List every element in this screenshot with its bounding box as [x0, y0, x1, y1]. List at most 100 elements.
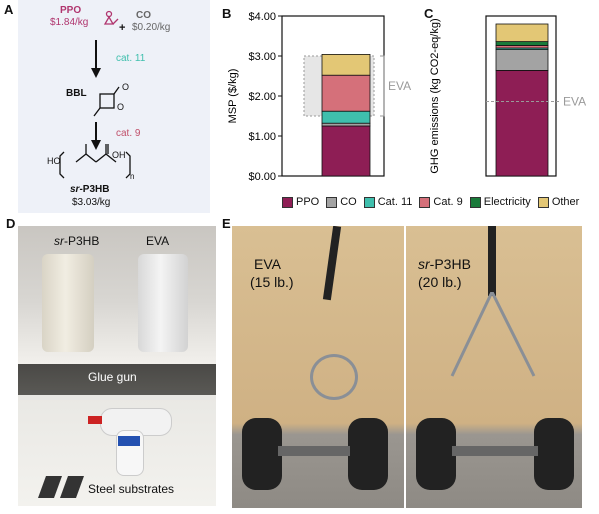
epoxide-structure: [103, 10, 119, 25]
eva-glue-stick: [138, 254, 188, 352]
ghg-chart: GHG emissions (kg CO2-eq/kg) EVA: [429, 15, 586, 177]
eva-weight-label: (15 lb.): [250, 274, 294, 290]
oh-label: OH: [112, 150, 126, 160]
panel-letter-d: D: [6, 216, 16, 231]
y-tick-label-b: $4.00: [248, 11, 276, 23]
p3hb-test-label-suffix: -P3HB: [429, 256, 471, 272]
bar-segment-electricity: [495, 41, 549, 46]
panel-letter-c: C: [424, 6, 434, 21]
legend-label: CO: [340, 196, 357, 208]
p3hb-photo-label: sr-P3HB: [54, 234, 99, 248]
weight-plate-left-2: [348, 418, 388, 490]
p3hb-test-label-prefix: sr: [418, 256, 430, 272]
bar-segment-other: [495, 23, 549, 43]
dumbbell-bar-left: [278, 446, 350, 456]
legend-item-ppo: PPO: [282, 196, 319, 208]
bar-segment-cat-9: [321, 74, 371, 112]
ppo-label: PPO: [60, 5, 82, 16]
steel-substrate-2: [59, 476, 85, 498]
bar-segment-other: [321, 54, 371, 76]
weight-plate-right-1: [416, 418, 456, 490]
bbl-structure: [93, 86, 120, 117]
photo-d-bottom: Glue gun Steel substrates: [18, 364, 216, 506]
bar-segment-ppo: [321, 125, 371, 177]
scheme-drawing: O O: [59, 10, 131, 179]
weight-plate-left-1: [242, 418, 282, 490]
steel-substrate-loop-left: [310, 354, 358, 400]
bar-segment-cat-11: [321, 110, 371, 124]
legend-item-co: CO: [326, 196, 357, 208]
eva-label-c: EVA: [563, 94, 586, 108]
legend-label: Cat. 11: [377, 196, 413, 208]
p3hb-test-label: sr-P3HB: [418, 256, 471, 272]
clamp-right: [488, 226, 496, 296]
legend-label: Cat. 9: [433, 196, 463, 208]
clamp-left: [322, 226, 342, 301]
legend-label: Electricity: [483, 196, 531, 208]
msp-chart: $0.00 $1.00 $2.00 $3.00 $4.00 MSP ($/kg) EVA: [227, 11, 411, 183]
cat11-label: cat. 11: [116, 53, 146, 64]
bbl-oxygen-ring: O: [117, 102, 124, 112]
glue-gun-nozzle: [88, 416, 102, 424]
y-tick-label-b: $1.00: [248, 131, 276, 143]
eva-label-b: EVA: [388, 79, 411, 93]
repeat-subscript: n: [130, 172, 135, 181]
bbl-oxygen-carbonyl: O: [122, 82, 129, 92]
eva-test-label: EVA: [254, 256, 281, 272]
p3hb-photo-label-prefix: sr: [54, 234, 64, 248]
eva-photo-label: EVA: [146, 234, 170, 248]
legend-item-cat-11: Cat. 11: [363, 196, 413, 208]
p3hb-weight-label: (20 lb.): [418, 274, 462, 290]
p3hb-glue-stick: [42, 254, 94, 352]
bar-segment-co: [495, 49, 549, 71]
glue-gun-label: Glue gun: [88, 370, 137, 384]
weight-plate-right-2: [534, 418, 574, 490]
product-label-suffix: -P3HB: [79, 184, 110, 195]
y-tick-label-b: $0.00: [248, 171, 276, 183]
steel-substrate-v-right: [450, 292, 536, 377]
photo-e-right: sr-P3HB (20 lb.): [406, 226, 582, 508]
ppo-price: $1.84/kg: [50, 17, 89, 28]
photo-e-left: EVA (15 lb.): [232, 226, 404, 508]
legend-swatch: [326, 196, 338, 208]
chart-legend: PPO CO Cat. 11 Cat. 9 Electricity Other: [282, 196, 579, 208]
panel-letter-e: E: [222, 216, 231, 231]
y-tick-label-b: $2.00: [248, 91, 276, 103]
legend-swatch: [282, 196, 293, 208]
legend-label: PPO: [296, 196, 320, 208]
photo-d-top: sr-P3HB EVA: [18, 226, 216, 364]
bar-segment-ppo: [495, 70, 549, 177]
legend-swatch: [363, 196, 375, 208]
legend-item-electricity: Electricity: [469, 196, 531, 208]
legend-label: Other: [551, 196, 580, 208]
ho-label: HO: [47, 156, 61, 166]
bar-segment-co: [321, 122, 371, 127]
arrowhead-1: [91, 68, 101, 78]
steel-substrate-1: [37, 476, 63, 498]
legend-swatch: [469, 196, 481, 208]
arrowhead-2: [91, 140, 101, 150]
y-axis-label-b: MSP ($/kg): [227, 69, 239, 124]
y-tick-label-b: $3.00: [248, 51, 276, 63]
product-label-prefix: sr: [70, 184, 80, 195]
p3hb-structure: [59, 144, 131, 179]
eva-bracket: [380, 55, 385, 117]
bbl-label: BBL: [66, 88, 87, 99]
product-price: $3.03/kg: [72, 197, 111, 208]
panel-letter-a: A: [4, 2, 14, 17]
legend-swatch: [537, 196, 549, 208]
legend-swatch: [419, 196, 431, 208]
cat9-label: cat. 9: [116, 128, 141, 139]
reaction-scheme: PPO $1.84/kg + CO $0.20/kg O O: [18, 0, 210, 213]
co-label: CO: [136, 10, 151, 21]
p3hb-photo-label-suffix: -P3HB: [64, 234, 100, 248]
steel-substrates-label: Steel substrates: [88, 482, 175, 496]
co-price: $0.20/kg: [132, 22, 171, 33]
glue-gun-trigger: [118, 436, 140, 446]
plus-sign: +: [119, 22, 126, 34]
dumbbell-bar-right: [452, 446, 538, 456]
y-axis-label-c: GHG emissions (kg CO2-eq/kg): [429, 18, 441, 173]
product-label: sr-P3HB: [70, 184, 109, 195]
legend-item-other: Other: [537, 196, 580, 208]
legend-item-cat-9: Cat. 9: [419, 196, 463, 208]
